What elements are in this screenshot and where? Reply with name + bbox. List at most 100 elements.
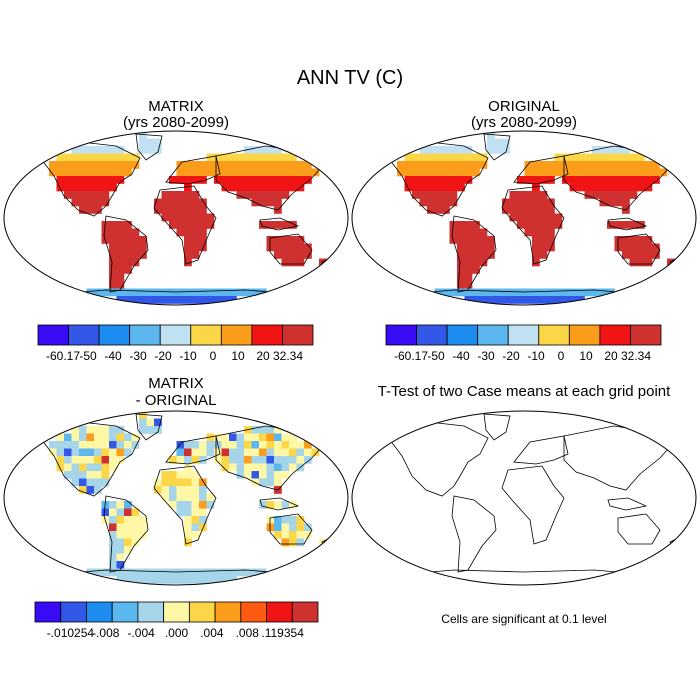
ttest-note: Cells are significant at 0.1 level [441,612,606,626]
main-title: ANN TV (C) [297,67,403,89]
original-cell-118 [577,176,585,184]
original-cell-159 [539,191,548,199]
difference-cell-171 [101,478,110,487]
matrix-cell-68 [281,161,290,169]
matrix-cell-102 [56,176,65,184]
matrix-cell-128 [304,176,312,184]
original-cell-35 [592,153,600,162]
original-cell-101 [659,168,668,177]
matrix-cell-119 [236,176,245,184]
difference-cell-23 [86,433,95,442]
original-cell-6 [434,146,443,154]
original-map-border [351,130,697,306]
matrix-cell-314 [184,296,192,304]
original-cell-215 [637,221,645,229]
original-cell-87 [554,168,563,177]
original-cell-281 [434,288,443,297]
original-cell-217 [457,228,465,237]
original-cell-30 [554,153,563,162]
matrix-colorbar-swatch-5 [190,324,222,346]
difference-cell-184 [86,486,95,494]
original-cell-223 [539,228,548,237]
difference-cell-266 [116,538,125,547]
difference-cell-304 [259,568,267,577]
difference-cell-75 [71,448,80,457]
difference-cell-156 [169,471,177,479]
difference-cell-223 [191,508,200,517]
matrix-cell-43 [56,161,65,169]
matrix-cell-21 [71,153,80,162]
original-field [397,131,675,304]
matrix-cell-44 [64,161,72,169]
difference-cell-265 [109,538,117,547]
difference-cell-257 [139,531,147,539]
matrix-cell-143 [259,183,267,192]
difference-colorbar-swatch-10 [291,601,319,623]
matrix-cell-111 [169,176,177,184]
matrix-cell-83 [176,168,185,177]
matrix-cell-86 [199,168,207,177]
matrix-cell-4 [71,146,80,154]
matrix-cell-131 [71,183,80,192]
difference-cell-154 [101,471,110,479]
original-cell-144 [614,183,623,192]
matrix-cell-85 [191,168,200,177]
matrix-cell-127 [296,176,305,184]
original-cell-269 [532,258,540,267]
difference-cell-111 [169,456,177,464]
difference-cell-151 [79,471,87,479]
difference-cell-153 [94,471,102,479]
difference-cell-102 [56,456,65,464]
original-colorbar-label-2: -40 [452,349,470,363]
matrix-cell-92 [244,168,252,177]
matrix-cell-252 [304,243,312,252]
original-cell-315 [539,296,548,304]
matrix-cell-316 [199,296,207,304]
difference-cell-273 [319,538,327,547]
original-colorbar-label-9: 32.34 [621,349,651,363]
original-cell-90 [577,168,585,177]
difference-cell-112 [176,456,185,464]
original-colorbar-swatch-5 [538,324,570,346]
difference-colorbar-swatch-4 [137,601,165,623]
original-cell-313 [524,296,533,304]
difference-cell-172 [154,478,162,487]
original-cell-4 [419,146,428,154]
matrix-cell-220 [131,228,140,237]
matrix-cell-206 [176,221,185,229]
matrix-colorbar-swatch-1 [68,324,100,346]
ttest-coastlines [383,413,679,585]
matrix-cell-51 [116,161,125,169]
difference-colorbar-swatch-6 [188,601,216,623]
original-cell-171 [449,198,458,207]
difference-cell-69 [289,441,297,449]
original-cell-13 [502,146,510,154]
difference-cell-232 [191,516,200,524]
original-cell-182 [622,198,630,207]
matrix-cell-63 [244,161,252,169]
matrix-cell-57 [199,161,207,169]
matrix-cell-26 [109,153,117,162]
original-cell-166 [629,191,638,199]
original-cell-180 [607,198,615,207]
original-colorbar-label-5: -10 [527,349,545,363]
difference-cell-142 [251,463,260,472]
original-cell-175 [524,198,533,207]
original-cell-289 [494,288,503,297]
difference-cell-141 [244,463,252,472]
original-cell-280 [464,281,473,289]
matrix-cell-122 [259,176,267,184]
difference-cell-27 [116,433,125,442]
matrix-cell-28 [124,153,132,162]
matrix-colorbar-label-0: -60.17 [46,349,80,363]
original-cell-189 [524,206,533,214]
difference-cell-62 [236,441,245,449]
difference-cell-280 [116,561,125,569]
difference-cell-196 [176,493,185,502]
difference-colorbar-label-0: -.010254 [47,626,95,640]
difference-cell-306 [124,576,132,584]
original-cell-102 [404,176,413,184]
matrix-cell-282 [94,288,102,297]
difference-cell-190 [184,486,192,494]
original-cell-209 [547,221,555,229]
